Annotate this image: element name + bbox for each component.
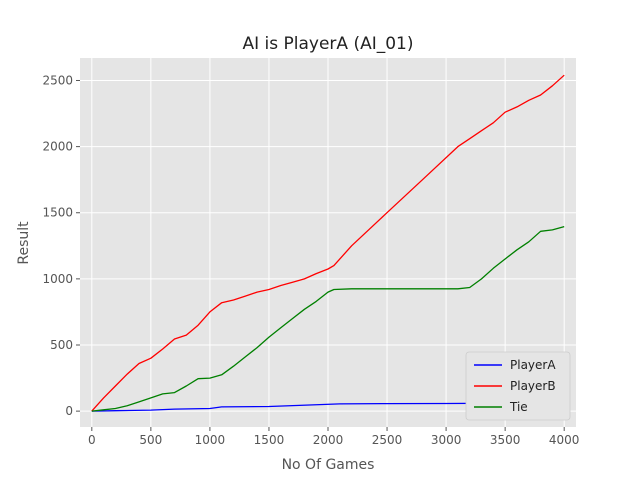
x-tick-label: 1000	[195, 433, 226, 447]
y-tick-label: 1500	[42, 206, 73, 220]
x-tick-label: 4000	[549, 433, 580, 447]
y-tick-label: 1000	[42, 272, 73, 286]
series-line-playerb	[91, 74, 565, 412]
y-tick-label: 2000	[42, 140, 73, 154]
x-tick-label: 2500	[372, 433, 403, 447]
x-tick-label: 500	[139, 433, 162, 447]
y-axis-ticks: 0 500 1000 1500 2000 2500	[42, 73, 80, 418]
x-tick-label: 1500	[254, 433, 285, 447]
chart-title: AI is PlayerA (AI_01)	[242, 34, 413, 54]
x-axis-ticks: 0 500 1000 1500 2000 2500 3000 3500 4000	[88, 427, 579, 447]
y-tick-label: 500	[50, 338, 73, 352]
y-axis-label: Result	[16, 221, 32, 265]
legend-label-playera: PlayerA	[510, 358, 556, 372]
x-tick-label: 2000	[313, 433, 344, 447]
series-line-tie	[91, 225, 565, 412]
legend-label-playerb: PlayerB	[510, 379, 556, 393]
legend: PlayerA PlayerB Tie	[465, 351, 571, 421]
series-line-playera	[91, 402, 565, 412]
x-tick-label: 3500	[490, 433, 521, 447]
legend-label-tie: Tie	[509, 400, 528, 414]
y-tick-label: 0	[65, 404, 73, 418]
y-tick-label: 2500	[42, 73, 73, 87]
x-tick-label: 0	[88, 433, 96, 447]
legend-box	[465, 351, 571, 421]
x-tick-label: 3000	[431, 433, 462, 447]
series-lines	[91, 74, 565, 412]
x-axis-label: No Of Games	[282, 457, 375, 473]
